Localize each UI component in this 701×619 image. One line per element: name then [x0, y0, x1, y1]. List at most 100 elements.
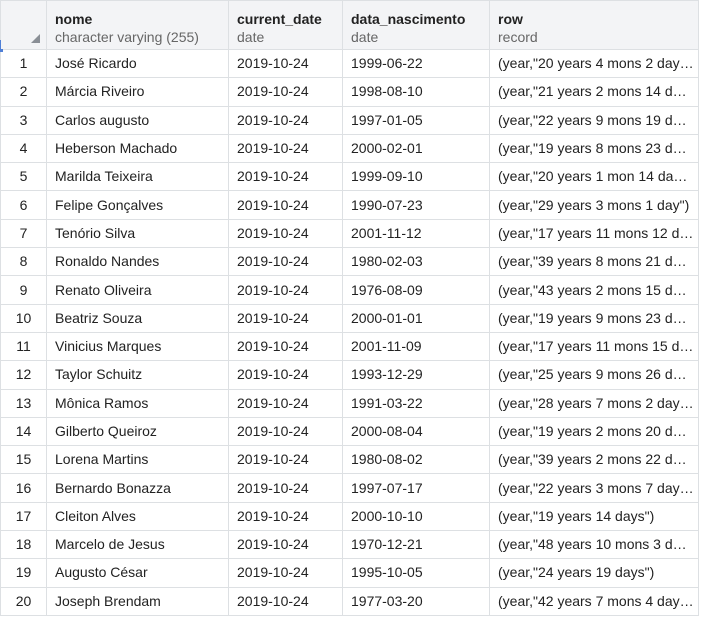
table-row[interactable]: 4 Heberson Machado 2019-10-24 2000-02-01 (ye…: [0, 133, 699, 164]
cell-data-nascimento[interactable]: 1999-06-22: [342, 48, 490, 79]
cell-nome[interactable]: José Ricardo: [46, 48, 229, 79]
row-number[interactable]: 10: [0, 303, 47, 333]
table-row[interactable]: 20 Joseph Brendam 2019-10-24 1977-03-20 (yea…: [0, 586, 699, 616]
table-row[interactable]: 19 Augusto César 2019-10-24 1995-10-05 (year…: [0, 558, 699, 588]
cell-nome[interactable]: Bernardo Bonazza: [46, 473, 229, 503]
cell-current-date[interactable]: 2019-10-24: [228, 48, 343, 79]
table-row[interactable]: 3 Carlos augusto 2019-10-24 1997-01-05 (year…: [0, 105, 699, 135]
row-number[interactable]: 1: [0, 48, 47, 79]
column-header-nome[interactable]: nome character varying (255): [46, 0, 229, 50]
select-all-corner[interactable]: [0, 0, 47, 50]
cell-current-date[interactable]: 2019-10-24: [228, 530, 343, 560]
cell-row[interactable]: (year,"24 years 19 days"): [489, 558, 699, 588]
cell-current-date[interactable]: 2019-10-24: [228, 473, 343, 503]
cell-nome[interactable]: Ronaldo Nandes: [46, 247, 229, 277]
cell-current-date[interactable]: 2019-10-24: [228, 558, 343, 588]
cell-current-date[interactable]: 2019-10-24: [228, 162, 343, 192]
cell-nome[interactable]: Heberson Machado: [46, 133, 229, 164]
row-number[interactable]: 12: [0, 360, 47, 390]
cell-current-date[interactable]: 2019-10-24: [228, 105, 343, 135]
cell-data-nascimento[interactable]: 2000-02-01: [342, 133, 490, 164]
cell-row[interactable]: (year,"20 years 1 mon 14 days"): [489, 162, 699, 192]
cell-row[interactable]: (year,"21 years 2 mons 14 days"): [489, 77, 699, 107]
cell-row[interactable]: (year,"17 years 11 mons 12 day...: [489, 218, 699, 249]
cell-row[interactable]: (year,"19 years 8 mons 23 days"): [489, 133, 699, 164]
cell-current-date[interactable]: 2019-10-24: [228, 586, 343, 616]
cell-data-nascimento[interactable]: 1977-03-20: [342, 586, 490, 616]
cell-row[interactable]: (year,"48 years 10 mons 3 days"): [489, 530, 699, 560]
row-number[interactable]: 11: [0, 331, 47, 362]
row-number[interactable]: 4: [0, 133, 47, 164]
table-row[interactable]: 7 Tenório Silva 2019-10-24 2001-11-12 (year,…: [0, 218, 699, 249]
cell-data-nascimento[interactable]: 1990-07-23: [342, 190, 490, 220]
cell-row[interactable]: (year,"28 years 7 mons 2 days"): [489, 388, 699, 418]
cell-data-nascimento[interactable]: 2000-08-04: [342, 416, 490, 447]
table-row[interactable]: 12 Taylor Schuitz 2019-10-24 1993-12-29 (yea…: [0, 360, 699, 390]
cell-row[interactable]: (year,"19 years 14 days"): [489, 501, 699, 532]
table-row[interactable]: 5 Marilda Teixeira 2019-10-24 1999-09-10 (ye…: [0, 162, 699, 192]
table-row[interactable]: 9 Renato Oliveira 2019-10-24 1976-08-09 (yea…: [0, 275, 699, 305]
cell-nome[interactable]: Renato Oliveira: [46, 275, 229, 305]
cell-current-date[interactable]: 2019-10-24: [228, 331, 343, 362]
cell-current-date[interactable]: 2019-10-24: [228, 247, 343, 277]
cell-row[interactable]: (year,"39 years 2 mons 22 days"): [489, 445, 699, 475]
row-number[interactable]: 16: [0, 473, 47, 503]
cell-row[interactable]: (year,"42 years 7 mons 4 days"): [489, 586, 699, 616]
table-row[interactable]: 18 Marcelo de Jesus 2019-10-24 1970-12-21 (y…: [0, 530, 699, 560]
cell-data-nascimento[interactable]: 1970-12-21: [342, 530, 490, 560]
cell-nome[interactable]: Beatriz Souza: [46, 303, 229, 333]
row-number[interactable]: 5: [0, 162, 47, 192]
row-number[interactable]: 2: [0, 77, 47, 107]
cell-nome[interactable]: Joseph Brendam: [46, 586, 229, 616]
table-row[interactable]: 14 Gilberto Queiroz 2019-10-24 2000-08-04 (y…: [0, 416, 699, 447]
cell-row[interactable]: (year,"17 years 11 mons 15 day...: [489, 331, 699, 362]
table-row[interactable]: 6 Felipe Gonçalves 2019-10-24 1990-07-23 (ye…: [0, 190, 699, 220]
table-row[interactable]: 2 Márcia Riveiro 2019-10-24 1998-08-10 (year…: [0, 77, 699, 107]
cell-current-date[interactable]: 2019-10-24: [228, 501, 343, 532]
row-number[interactable]: 20: [0, 586, 47, 616]
table-row[interactable]: 8 Ronaldo Nandes 2019-10-24 1980-02-03 (year…: [0, 247, 699, 277]
cell-nome[interactable]: Márcia Riveiro: [46, 77, 229, 107]
table-row[interactable]: 16 Bernardo Bonazza 2019-10-24 1997-07-17 (y…: [0, 473, 699, 503]
table-row[interactable]: 10 Beatriz Souza 2019-10-24 2000-01-01 (year…: [0, 303, 699, 333]
cell-nome[interactable]: Mônica Ramos: [46, 388, 229, 418]
row-number[interactable]: 19: [0, 558, 47, 588]
row-number[interactable]: 3: [0, 105, 47, 135]
cell-current-date[interactable]: 2019-10-24: [228, 190, 343, 220]
cell-row[interactable]: (year,"39 years 8 mons 21 days"): [489, 247, 699, 277]
cell-data-nascimento[interactable]: 1993-12-29: [342, 360, 490, 390]
row-number[interactable]: 17: [0, 501, 47, 532]
cell-current-date[interactable]: 2019-10-24: [228, 275, 343, 305]
table-row[interactable]: 15 Lorena Martins 2019-10-24 1980-08-02 (yea…: [0, 445, 699, 475]
cell-nome[interactable]: Vinicius Marques: [46, 331, 229, 362]
cell-data-nascimento[interactable]: 1980-02-03: [342, 247, 490, 277]
cell-current-date[interactable]: 2019-10-24: [228, 77, 343, 107]
table-row[interactable]: 11 Vinicius Marques 2019-10-24 2001-11-09 (y…: [0, 331, 699, 362]
cell-data-nascimento[interactable]: 2001-11-09: [342, 331, 490, 362]
column-header-row[interactable]: row record: [489, 0, 699, 50]
cell-nome[interactable]: Cleiton Alves: [46, 501, 229, 532]
cell-data-nascimento[interactable]: 2000-10-10: [342, 501, 490, 532]
cell-current-date[interactable]: 2019-10-24: [228, 303, 343, 333]
row-number[interactable]: 18: [0, 530, 47, 560]
row-number[interactable]: 8: [0, 247, 47, 277]
cell-data-nascimento[interactable]: 1998-08-10: [342, 77, 490, 107]
cell-data-nascimento[interactable]: 1997-07-17: [342, 473, 490, 503]
row-number[interactable]: 7: [0, 218, 47, 249]
cell-row[interactable]: (year,"25 years 9 mons 26 days"): [489, 360, 699, 390]
cell-row[interactable]: (year,"19 years 9 mons 23 days"): [489, 303, 699, 333]
cell-row[interactable]: (year,"22 years 3 mons 7 days"): [489, 473, 699, 503]
cell-nome[interactable]: Lorena Martins: [46, 445, 229, 475]
cell-row[interactable]: (year,"19 years 2 mons 20 days"): [489, 416, 699, 447]
cell-current-date[interactable]: 2019-10-24: [228, 388, 343, 418]
table-row[interactable]: 13 Mônica Ramos 2019-10-24 1991-03-22 (year,…: [0, 388, 699, 418]
cell-nome[interactable]: Felipe Gonçalves: [46, 190, 229, 220]
cell-nome[interactable]: Tenório Silva: [46, 218, 229, 249]
cell-nome[interactable]: Taylor Schuitz: [46, 360, 229, 390]
cell-current-date[interactable]: 2019-10-24: [228, 218, 343, 249]
cell-row[interactable]: (year,"20 years 4 mons 2 days"): [489, 48, 699, 79]
cell-row[interactable]: (year,"22 years 9 mons 19 days"): [489, 105, 699, 135]
cell-current-date[interactable]: 2019-10-24: [228, 445, 343, 475]
cell-row[interactable]: (year,"43 years 2 mons 15 days"): [489, 275, 699, 305]
cell-data-nascimento[interactable]: 1999-09-10: [342, 162, 490, 192]
